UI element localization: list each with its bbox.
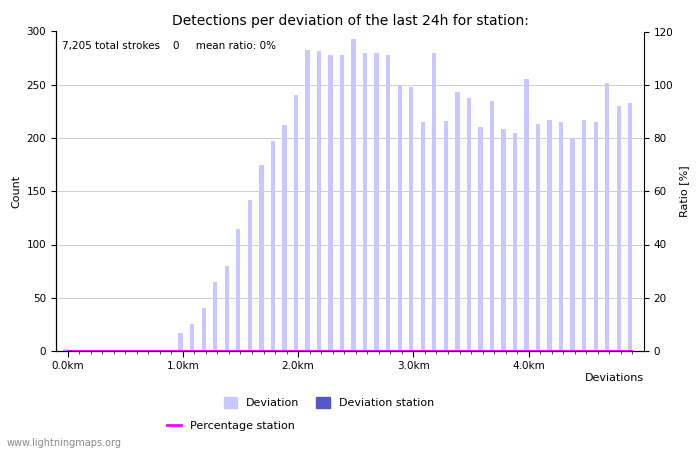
Bar — [524, 79, 528, 351]
Bar — [144, 350, 148, 351]
Bar — [605, 83, 610, 351]
Bar — [409, 87, 414, 351]
Y-axis label: Count: Count — [11, 175, 21, 208]
Bar — [190, 324, 195, 351]
Bar — [63, 349, 67, 351]
Bar — [178, 333, 183, 351]
Bar — [617, 106, 621, 351]
Bar — [294, 95, 298, 351]
Y-axis label: Ratio [%]: Ratio [%] — [679, 166, 689, 217]
Text: 7,205 total strokes    0     mean ratio: 0%: 7,205 total strokes 0 mean ratio: 0% — [62, 41, 276, 51]
Bar — [155, 350, 160, 351]
Bar — [628, 103, 633, 351]
Bar — [271, 141, 275, 351]
Legend: Deviation, Deviation station: Deviation, Deviation station — [220, 392, 438, 413]
Bar — [467, 98, 471, 351]
Text: www.lightningmaps.org: www.lightningmaps.org — [7, 438, 122, 448]
Bar — [582, 120, 587, 351]
Bar — [351, 39, 356, 351]
Bar — [109, 350, 113, 351]
Bar — [386, 55, 391, 351]
Bar — [340, 55, 344, 351]
Bar — [75, 350, 79, 351]
Bar — [490, 101, 494, 351]
Bar — [363, 53, 368, 351]
Text: Deviations: Deviations — [585, 374, 644, 383]
Bar — [501, 130, 505, 351]
Bar — [248, 200, 252, 351]
Bar — [455, 92, 459, 351]
Bar — [317, 51, 321, 351]
Bar — [374, 53, 379, 351]
Bar — [547, 120, 552, 351]
Bar — [225, 266, 229, 351]
Bar — [328, 55, 332, 351]
Bar — [559, 122, 564, 351]
Bar — [536, 124, 540, 351]
Bar — [478, 127, 482, 351]
Bar — [594, 122, 598, 351]
Bar — [86, 350, 90, 351]
Bar — [421, 122, 425, 351]
Bar — [213, 282, 218, 351]
Bar — [98, 350, 102, 351]
Bar — [167, 350, 172, 351]
Bar — [398, 85, 402, 351]
Bar — [570, 138, 575, 351]
Bar — [259, 165, 263, 351]
Bar — [513, 133, 517, 351]
Title: Detections per deviation of the last 24h for station:: Detections per deviation of the last 24h… — [172, 14, 528, 27]
Legend: Percentage station: Percentage station — [163, 417, 299, 436]
Bar — [121, 350, 125, 351]
Bar — [202, 308, 206, 351]
Bar — [236, 229, 241, 351]
Bar — [132, 350, 137, 351]
Bar — [282, 125, 286, 351]
Bar — [305, 50, 309, 351]
Bar — [432, 53, 437, 351]
Bar — [444, 121, 448, 351]
